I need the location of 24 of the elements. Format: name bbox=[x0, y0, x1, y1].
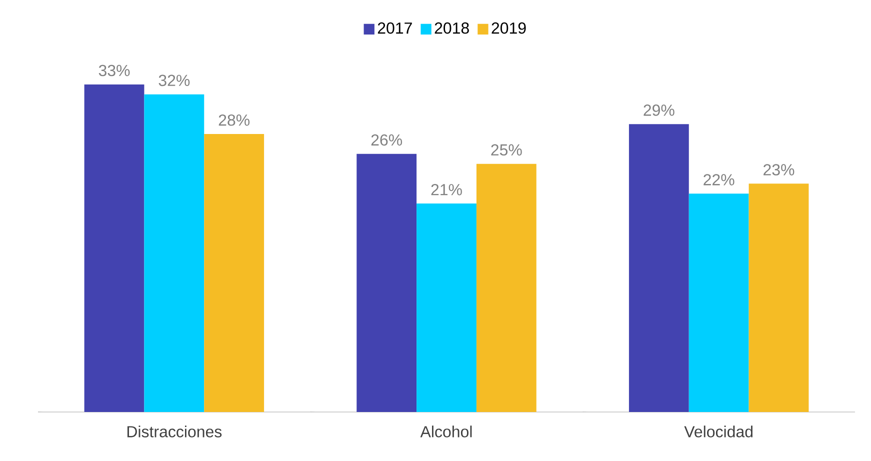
bar bbox=[688, 194, 749, 412]
data-label: 26% bbox=[371, 134, 402, 146]
bar bbox=[84, 84, 144, 412]
x-tick-label: Velocidad bbox=[684, 426, 752, 438]
data-label: 25% bbox=[491, 144, 522, 156]
bar bbox=[144, 94, 204, 412]
bar bbox=[416, 204, 476, 412]
data-label: 28% bbox=[218, 114, 250, 126]
legend-label: 2017 bbox=[378, 22, 412, 34]
x-tick-label: Alcohol bbox=[420, 426, 472, 438]
bar bbox=[356, 154, 417, 412]
data-label: 21% bbox=[431, 184, 462, 196]
data-label: 22% bbox=[704, 174, 734, 186]
bar bbox=[628, 124, 689, 412]
data-label: 23% bbox=[764, 164, 794, 176]
bar bbox=[204, 134, 264, 412]
legend-label: 2018 bbox=[434, 22, 469, 34]
data-label: 33% bbox=[98, 64, 130, 76]
x-tick-label: Distracciones bbox=[127, 426, 222, 438]
bar bbox=[476, 164, 536, 412]
data-label: 29% bbox=[644, 104, 674, 116]
data-label: 32% bbox=[158, 74, 190, 86]
bar bbox=[748, 184, 809, 412]
legend-label: 2019 bbox=[492, 22, 526, 34]
